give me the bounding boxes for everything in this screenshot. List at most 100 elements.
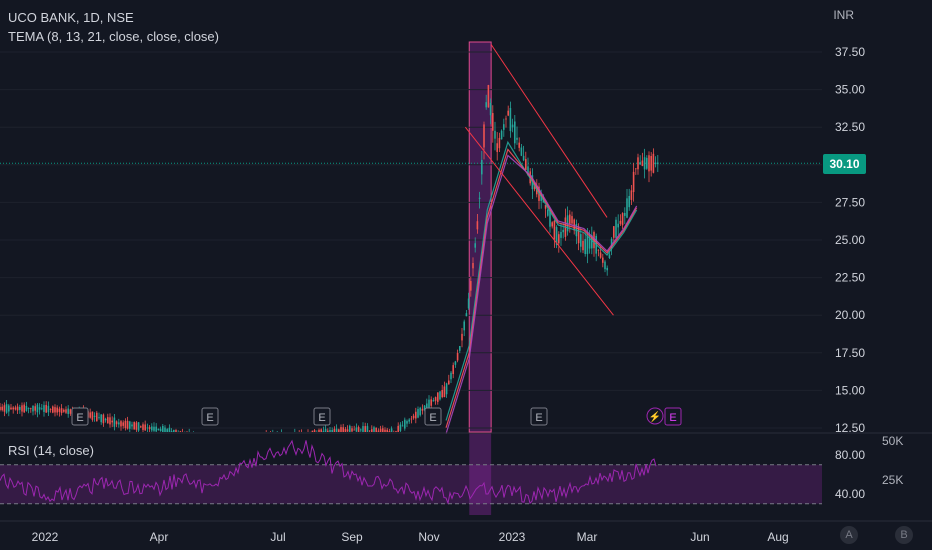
channel-lower-line bbox=[464, 126, 614, 316]
log-scale-button[interactable]: B bbox=[895, 526, 913, 544]
candle-body bbox=[470, 281, 472, 291]
price-tick-2: 32.50 bbox=[835, 120, 865, 134]
highlight-border bbox=[468, 41, 492, 433]
candle-body bbox=[591, 235, 593, 249]
candle-body bbox=[124, 420, 127, 429]
candle-body bbox=[496, 143, 498, 152]
volume-tick-25k: 25K bbox=[882, 473, 904, 487]
candle-body bbox=[168, 427, 171, 432]
candle-body bbox=[487, 85, 490, 108]
price-tick-5: 25.00 bbox=[835, 233, 865, 247]
candle-body bbox=[118, 422, 120, 425]
candle-body bbox=[142, 424, 144, 430]
candle-body bbox=[93, 415, 96, 417]
candle-body bbox=[628, 196, 630, 208]
candle-body bbox=[459, 346, 461, 351]
candle-body bbox=[547, 209, 549, 216]
candle-body bbox=[170, 431, 173, 432]
candle-body bbox=[360, 429, 362, 431]
candle-body bbox=[617, 223, 619, 228]
candle-body bbox=[331, 430, 333, 432]
candle-body bbox=[173, 429, 175, 432]
candle-body bbox=[465, 313, 468, 317]
candle-body bbox=[525, 159, 527, 170]
time-tick-6: Mar bbox=[577, 530, 598, 544]
earnings-marker-box bbox=[530, 407, 548, 426]
channel-upper-line bbox=[490, 44, 608, 218]
candle-body bbox=[648, 155, 650, 172]
candle-body bbox=[159, 428, 162, 432]
candle-body bbox=[133, 422, 135, 430]
candle-body bbox=[313, 430, 316, 432]
candle-body bbox=[615, 219, 617, 238]
candle-body bbox=[511, 124, 514, 128]
candle-body bbox=[100, 414, 102, 423]
candle-body bbox=[346, 429, 349, 432]
candle-body bbox=[558, 234, 560, 244]
candle-body bbox=[514, 121, 516, 144]
candle-body bbox=[65, 409, 67, 413]
price-tick-4: 27.50 bbox=[835, 195, 865, 209]
tema-line-0 bbox=[445, 140, 638, 421]
candle-body bbox=[54, 407, 56, 413]
rsi-legend[interactable]: RSI (14, close) bbox=[8, 443, 94, 458]
candle-body bbox=[329, 430, 331, 432]
candle-body bbox=[582, 240, 584, 251]
candle-body bbox=[126, 420, 129, 429]
indicator-legend[interactable]: TEMA (8, 13, 21, close, close, close) bbox=[8, 29, 219, 44]
candle-body bbox=[107, 417, 109, 424]
dividend-icon bbox=[646, 407, 664, 425]
candle-body bbox=[122, 422, 124, 426]
candle-body bbox=[430, 399, 432, 406]
candle-body bbox=[445, 383, 448, 395]
candle-body bbox=[408, 419, 410, 422]
candle-body bbox=[340, 427, 342, 432]
candle-body bbox=[390, 428, 393, 432]
earnings-marker: E bbox=[71, 407, 89, 426]
candle-body bbox=[335, 428, 338, 432]
candle-body bbox=[140, 426, 142, 428]
candle-body bbox=[386, 429, 388, 432]
candle-body bbox=[432, 400, 435, 402]
candle-body bbox=[643, 157, 646, 170]
candle-body bbox=[412, 415, 415, 419]
candle-body bbox=[597, 249, 600, 251]
tema-lines bbox=[445, 140, 638, 434]
price-axis: 37.5035.0032.5030.0027.5025.0022.5020.00… bbox=[0, 45, 932, 544]
candle-body bbox=[624, 212, 626, 216]
candle-body bbox=[155, 426, 157, 432]
volume-tick-50k: 50K bbox=[882, 434, 904, 448]
candle-body bbox=[472, 263, 474, 269]
candle-body bbox=[439, 391, 441, 400]
candle-body bbox=[654, 162, 657, 164]
candle-body bbox=[428, 399, 430, 410]
candle-body bbox=[399, 424, 402, 431]
candle-body bbox=[505, 118, 507, 120]
candle-body bbox=[41, 408, 43, 410]
candle-body bbox=[27, 407, 30, 409]
candle-body bbox=[157, 428, 160, 431]
candle-body bbox=[478, 197, 481, 200]
candle-body bbox=[637, 157, 639, 170]
candle-body bbox=[56, 407, 58, 413]
candle-body bbox=[522, 155, 525, 161]
auto-scale-button[interactable]: A bbox=[840, 526, 858, 544]
earnings-marker-label: E bbox=[429, 412, 436, 424]
earnings-marker: E bbox=[313, 407, 331, 426]
candle-body bbox=[63, 409, 65, 412]
candle-body bbox=[483, 124, 485, 148]
candle-body bbox=[481, 159, 483, 175]
candle-body bbox=[562, 229, 564, 233]
symbol-title[interactable]: UCO BANK, 1D, NSE bbox=[8, 10, 134, 25]
rsi-tick-0: 80.00 bbox=[835, 448, 865, 462]
candle-body bbox=[113, 417, 116, 427]
candle-body bbox=[162, 425, 164, 432]
time-tick-2: Jul bbox=[270, 530, 285, 544]
candle-body bbox=[98, 417, 100, 419]
candle-body bbox=[639, 162, 641, 165]
candle-body bbox=[23, 404, 25, 413]
candle-body bbox=[153, 426, 155, 431]
candle-body bbox=[146, 427, 149, 429]
time-tick-4: Nov bbox=[418, 530, 439, 544]
